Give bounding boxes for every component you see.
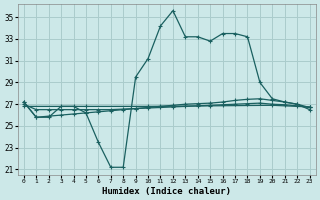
- X-axis label: Humidex (Indice chaleur): Humidex (Indice chaleur): [102, 187, 231, 196]
